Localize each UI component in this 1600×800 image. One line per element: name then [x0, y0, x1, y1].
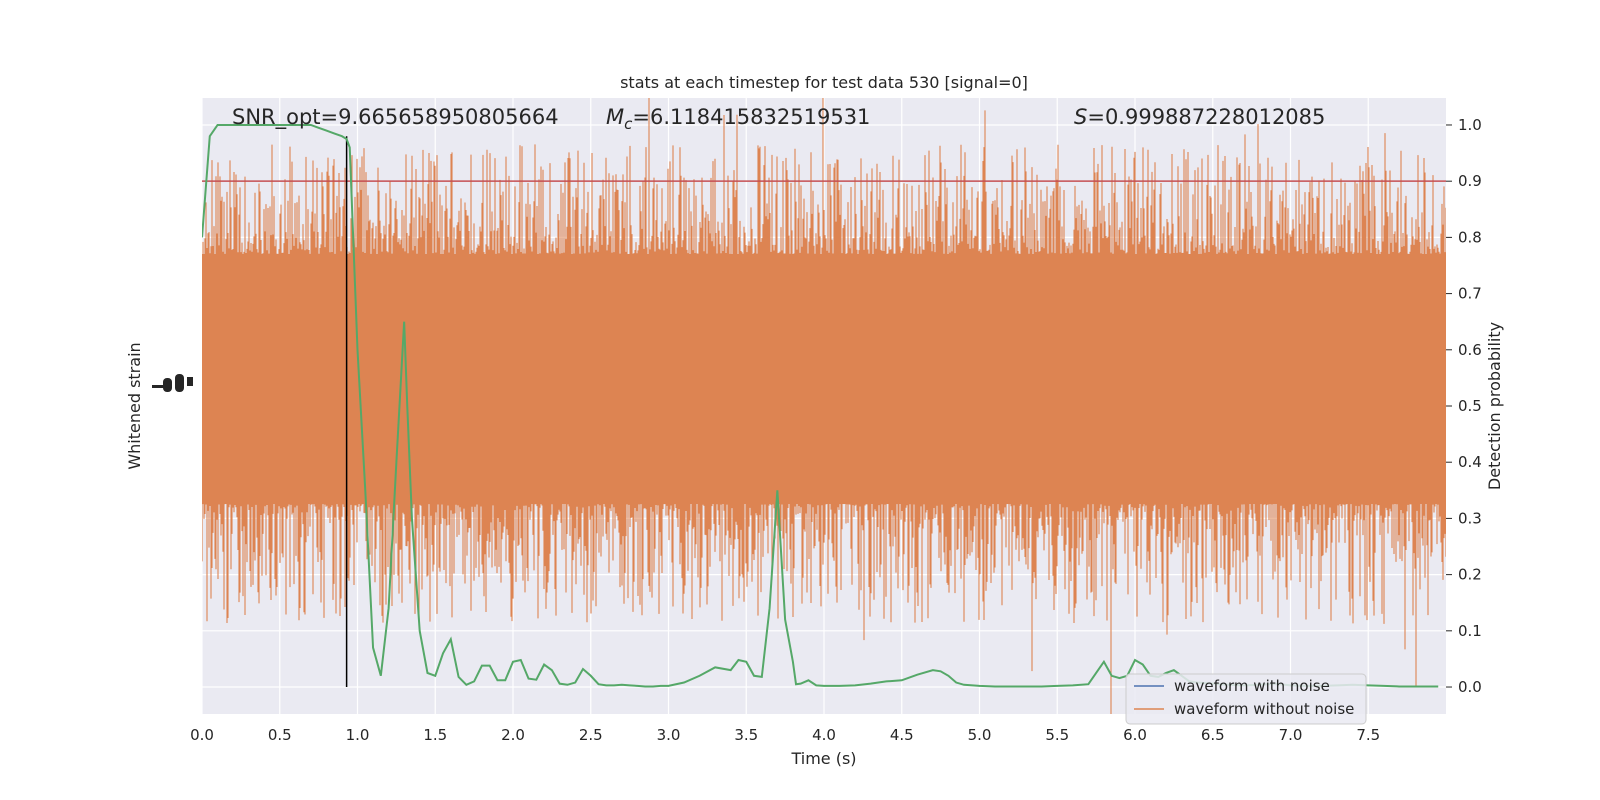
y-tick-label: 0.2	[1458, 566, 1482, 584]
x-tick-label: 0.5	[268, 726, 292, 744]
x-tick-label: 7.5	[1356, 726, 1380, 744]
x-tick-label: 4.5	[890, 726, 914, 744]
x-tick-label: 1.5	[423, 726, 447, 744]
y-tick-label: 0.0	[1458, 678, 1482, 696]
x-tick-label: 7.0	[1279, 726, 1303, 744]
legend: waveform with noise waveform without noi…	[1125, 673, 1367, 725]
x-tick-label: 1.0	[346, 726, 370, 744]
x-axis-ticks: 0.0 0.5 1.0 1.5 2.0 2.5 3.0 3.5 4.0 4.5 5.0 5.5 6.0 6…	[190, 726, 1380, 744]
chirp-mass-annotation: Mc=6.118415832519531	[606, 105, 870, 133]
s-symbol: S	[1074, 105, 1087, 129]
x-axis-label: Time (s)	[790, 749, 856, 768]
x-tick-label: 3.5	[734, 726, 758, 744]
y-tick-label: 0.1	[1458, 622, 1482, 640]
y-tick-label: 1.0	[1458, 116, 1482, 134]
x-tick-label: 6.5	[1201, 726, 1225, 744]
y-tick-label: 0.4	[1458, 453, 1482, 471]
x-tick-label: 0.0	[190, 726, 214, 744]
snr-annotation: SNR_opt=9.665658950805664	[232, 105, 559, 130]
y-axis-label-left: Whitened strain	[125, 342, 144, 469]
x-tick-label: 3.0	[657, 726, 681, 744]
y-axis-ticks-right: 0.0 0.1 0.2 0.3 0.4 0.5 0.6 0.7 0.8 0.9 1.0	[1446, 116, 1482, 696]
s-annotation: S=0.999887228012085	[1074, 105, 1325, 129]
x-tick-label: 2.5	[579, 726, 603, 744]
y-tick-label: 0.6	[1458, 341, 1482, 359]
legend-label-with-noise: waveform with noise	[1174, 677, 1330, 695]
y-tick-label: 0.5	[1458, 397, 1482, 415]
y-axis-label-right: Detection probability	[1485, 322, 1504, 490]
s-value: =0.999887228012085	[1087, 105, 1325, 129]
y-tick-label: 0.7	[1458, 285, 1482, 303]
y-tick-label: 0.8	[1458, 228, 1482, 246]
chirp-mass-value: =6.118415832519531	[632, 105, 870, 129]
legend-label-without-noise: waveform without noise	[1174, 700, 1354, 718]
x-tick-label: 5.5	[1045, 726, 1069, 744]
x-tick-label: 6.0	[1123, 726, 1147, 744]
detection-probability-series	[202, 123, 1439, 688]
left-axis-collapsed-ticks	[152, 374, 193, 392]
chirp-mass-subscript: c	[624, 115, 633, 133]
y-tick-label: 0.9	[1458, 172, 1482, 190]
legend-box	[1125, 673, 1367, 725]
x-tick-label: 5.0	[968, 726, 992, 744]
chart-title: stats at each timestep for test data 530…	[620, 73, 1028, 92]
waveform-noise-strokes	[202, 98, 1446, 714]
x-tick-label: 4.0	[812, 726, 836, 744]
x-tick-label: 2.0	[501, 726, 525, 744]
chirp-mass-symbol: M	[606, 105, 624, 129]
y-tick-label: 0.3	[1458, 509, 1482, 527]
